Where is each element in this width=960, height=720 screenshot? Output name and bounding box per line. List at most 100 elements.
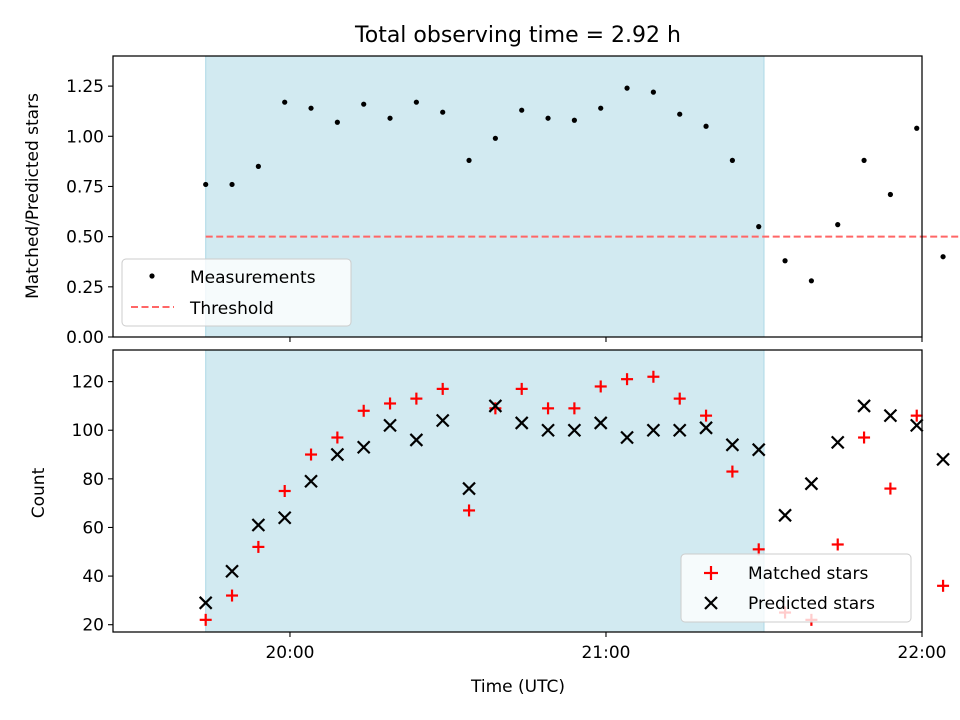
- predicted-star-point: [857, 399, 871, 413]
- measurement-point: [756, 224, 762, 230]
- predicted-star-point: [883, 408, 898, 423]
- matched-star-point: [568, 402, 581, 415]
- predicted-star-stroke-b: [514, 416, 529, 430]
- measurement-point: [914, 125, 920, 131]
- top-legend: Measurements Threshold: [121, 258, 352, 327]
- predicted-star-point: [751, 442, 766, 457]
- matched-star-point: [357, 404, 370, 417]
- bottom-y-ticks: 20 40 60 80 100 120: [72, 373, 113, 636]
- top-y-tick-label: 1.00: [66, 127, 104, 147]
- matched-star-point: [594, 380, 607, 393]
- measurement-point: [598, 105, 604, 111]
- predicted-star-point: [593, 416, 608, 430]
- matched-star-point: [910, 409, 923, 422]
- measurement-point: [229, 181, 235, 188]
- matched-star-point: [647, 370, 660, 383]
- predicted-star-stroke-b: [725, 438, 740, 452]
- legend-predicted-label: Predicted stars: [748, 594, 875, 614]
- predicted-star-point: [304, 474, 318, 489]
- predicted-star-point: [198, 596, 213, 610]
- predicted-star-stroke-b: [198, 596, 213, 610]
- measurement-point: [650, 89, 656, 95]
- predicted-star-point: [225, 564, 239, 579]
- bottom-legend-box: [680, 553, 912, 623]
- matched-star-point: [726, 465, 739, 478]
- predicted-star-stroke-b: [699, 421, 713, 435]
- predicted-star-stroke-b: [330, 447, 345, 462]
- top-y-tick-label: 0.50: [66, 228, 104, 248]
- predicted-star-stroke-b: [304, 474, 318, 489]
- measurement-point: [387, 115, 393, 121]
- matched-star-point: [673, 392, 686, 405]
- measurement-point: [677, 111, 683, 117]
- predicted-star-point: [936, 452, 950, 467]
- predicted-star-point: [462, 481, 476, 496]
- measurement-point: [940, 254, 946, 260]
- top-legend-box: [121, 258, 352, 327]
- predicted-star-point: [672, 423, 687, 438]
- measurements-series: [203, 85, 946, 284]
- predicted-star-point: [804, 476, 819, 491]
- legend-predicted-marker: [704, 596, 718, 610]
- predicted-star-stroke-b: [567, 423, 582, 438]
- matched-star-point: [410, 392, 423, 405]
- measurement-point: [782, 258, 788, 264]
- x-tick-label: 20:00: [265, 643, 314, 663]
- matched-star-point: [858, 431, 871, 444]
- matched-star-point: [489, 402, 502, 415]
- top-x-ticks: [289, 337, 923, 342]
- predicted-star-point: [725, 438, 740, 452]
- predicted-star-stroke-b: [672, 423, 687, 438]
- predicted-star-stroke-b: [936, 452, 950, 467]
- top-y-axis-label: Matched/Predicted stars: [23, 93, 43, 299]
- matched-star-point: [305, 448, 318, 461]
- matched-star-point: [515, 382, 528, 395]
- predicted-star-point: [409, 433, 424, 447]
- predicted-star-point: [909, 418, 924, 433]
- matched-star-point: [463, 504, 476, 517]
- top-y-tick-label: 0.25: [66, 278, 104, 298]
- predicted-star-stroke-b: [251, 518, 266, 532]
- predicted-star-stroke-b: [751, 442, 766, 457]
- predicted-star-point: [567, 423, 582, 438]
- bottom-y-tick-label: 120: [72, 373, 104, 393]
- top-panel: 0.00 0.25 0.50 0.75 1.00 1.25 Matched/Predict…: [23, 55, 960, 348]
- measurement-point: [571, 117, 577, 123]
- predicted-star-point: [620, 430, 634, 445]
- bottom-shaded-intervals: [205, 349, 765, 633]
- predicted-star-stroke-b: [356, 440, 371, 455]
- predicted-star-point: [435, 413, 450, 428]
- matched-star-point: [384, 397, 397, 410]
- predicted-star-stroke-b: [646, 423, 661, 438]
- matched-star-point: [252, 540, 265, 553]
- matched-star-point: [937, 579, 950, 592]
- predicted-star-point: [277, 510, 292, 525]
- bottom-y-axis-label: Count: [29, 467, 49, 518]
- measurement-point: [835, 222, 841, 228]
- legend-threshold-label: Threshold: [189, 299, 274, 319]
- bottom-y-tick-label: 20: [82, 616, 104, 636]
- predicted-star-stroke-b: [593, 416, 608, 430]
- predicted-star-stroke-b: [804, 476, 819, 491]
- predicted-star-stroke-b: [857, 399, 871, 413]
- matched-star-point: [331, 431, 344, 444]
- measurement-point: [413, 99, 419, 105]
- predicted-star-point: [356, 440, 371, 455]
- predicted-star-stroke-b: [830, 435, 845, 450]
- matched-star-point: [752, 543, 765, 556]
- predicted-star-stroke-b: [778, 508, 792, 523]
- bottom-shaded-band: [205, 349, 765, 633]
- predicted-star-point: [383, 418, 397, 433]
- measurement-point: [624, 85, 630, 91]
- bottom-y-tick-label: 100: [72, 421, 104, 441]
- measurement-point: [492, 135, 498, 141]
- legend-measurements-marker: [149, 273, 155, 279]
- predicted-star-stroke-b: [883, 408, 898, 423]
- legend-matched-marker: [704, 566, 718, 580]
- matched-star-point: [621, 373, 634, 386]
- x-tick-label: 22:00: [898, 643, 947, 663]
- top-y-tick-label: 0.00: [66, 328, 104, 348]
- measurement-point: [703, 123, 709, 129]
